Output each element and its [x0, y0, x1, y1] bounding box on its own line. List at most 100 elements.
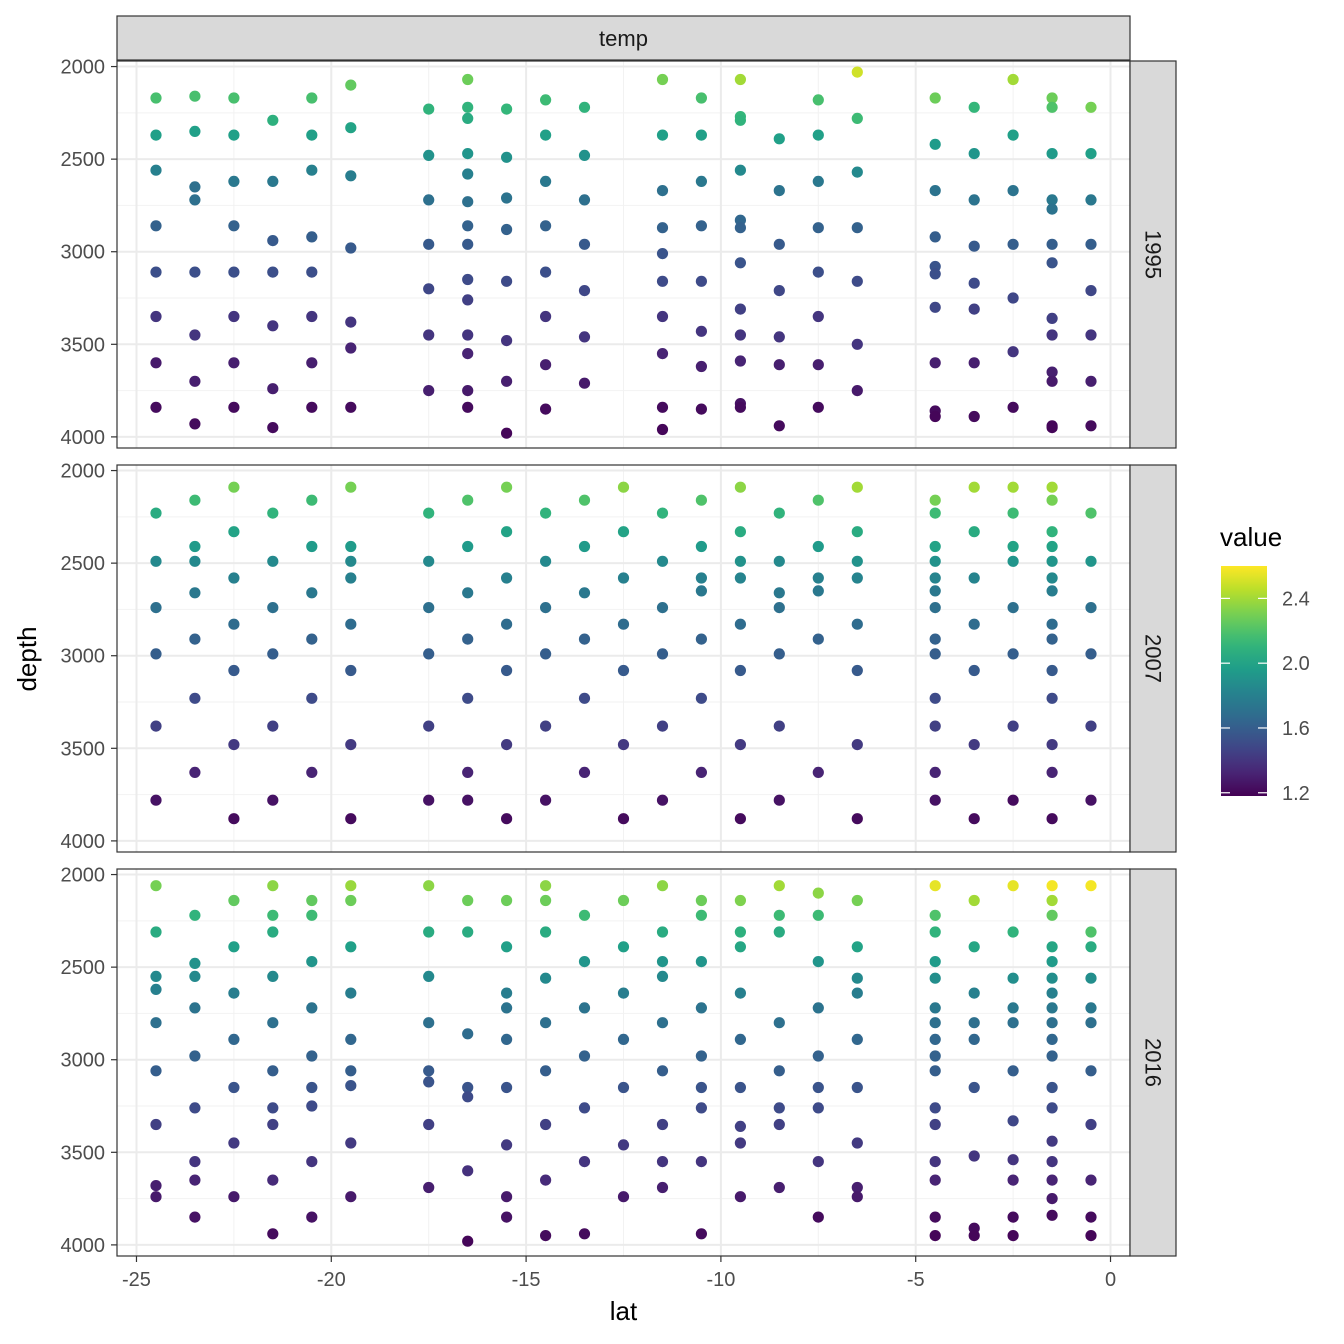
- data-point: [462, 587, 474, 599]
- data-point: [540, 1065, 552, 1077]
- data-point: [812, 1081, 824, 1094]
- panel-1995: 2000 2500 3000 3500 4000 1995: [61, 57, 1177, 449]
- data-point: [306, 633, 318, 645]
- data-point: [150, 602, 162, 614]
- data-point: [1046, 540, 1058, 553]
- data-point: [189, 1156, 201, 1168]
- x-axis: -25 -20 -15 -10 -5 0: [122, 1256, 1116, 1291]
- data-point: [462, 794, 474, 806]
- data-point: [150, 357, 162, 369]
- data-point: [267, 114, 279, 126]
- data-point: [1046, 329, 1058, 341]
- data-point: [540, 310, 552, 323]
- data-point: [345, 941, 357, 953]
- data-point: [695, 403, 708, 415]
- panel-2007: 2000 2500 3000 3500 4000 2007: [61, 461, 1177, 853]
- data-point: [734, 526, 747, 538]
- data-point: [929, 585, 941, 597]
- data-point: [540, 359, 552, 371]
- data-point: [501, 941, 513, 953]
- data-point: [462, 894, 474, 907]
- data-point: [773, 880, 785, 892]
- y-tick-label: 3500: [61, 738, 106, 760]
- data-point: [1085, 1230, 1097, 1242]
- data-point: [851, 1081, 863, 1094]
- data-point: [189, 970, 201, 983]
- data-point: [617, 481, 630, 493]
- data-point: [695, 894, 708, 907]
- data-point: [851, 739, 863, 751]
- data-point: [656, 507, 669, 519]
- data-point: [189, 633, 201, 645]
- data-point: [656, 794, 669, 806]
- data-point: [228, 941, 240, 953]
- x-axis-label: lat: [610, 1296, 638, 1326]
- data-point: [1046, 257, 1058, 269]
- data-point: [1046, 366, 1058, 378]
- data-point: [228, 481, 240, 493]
- data-point: [968, 618, 980, 630]
- data-point: [267, 970, 279, 983]
- data-point: [734, 401, 747, 413]
- data-point: [1046, 1174, 1058, 1186]
- data-point: [267, 720, 279, 732]
- data-point: [929, 1211, 941, 1223]
- data-point: [228, 92, 240, 104]
- data-point: [929, 357, 941, 369]
- data-point: [423, 507, 435, 519]
- data-point: [695, 275, 708, 287]
- data-point: [656, 423, 669, 436]
- data-point: [1046, 312, 1058, 324]
- data-point: [851, 338, 863, 350]
- data-point: [773, 1102, 785, 1114]
- data-point: [968, 1081, 980, 1094]
- data-point: [773, 507, 785, 519]
- data-point: [929, 185, 941, 197]
- data-point: [773, 359, 785, 371]
- data-point: [423, 880, 435, 892]
- data-point: [306, 909, 318, 921]
- data-point: [228, 664, 240, 677]
- data-point: [306, 266, 318, 278]
- data-point: [734, 114, 747, 126]
- data-point: [1085, 420, 1097, 432]
- data-point: [462, 196, 474, 208]
- data-point: [812, 129, 824, 141]
- data-point: [306, 692, 318, 704]
- data-point: [929, 1174, 941, 1186]
- data-point: [1007, 1065, 1019, 1077]
- data-point: [345, 572, 357, 584]
- data-point: [306, 956, 318, 968]
- data-point: [656, 720, 669, 732]
- data-point: [540, 602, 552, 614]
- data-point: [501, 335, 513, 347]
- data-point: [1046, 618, 1058, 630]
- data-point: [929, 1118, 941, 1131]
- data-point: [695, 220, 708, 232]
- data-point: [423, 1076, 435, 1088]
- data-point: [929, 972, 941, 984]
- data-point: [851, 664, 863, 677]
- data-point: [189, 587, 201, 599]
- data-point: [267, 175, 279, 187]
- data-point: [968, 303, 980, 315]
- data-point: [656, 73, 669, 86]
- data-point: [617, 894, 630, 907]
- data-point: [578, 1228, 591, 1240]
- data-point: [617, 572, 630, 584]
- data-point: [423, 602, 435, 614]
- data-point: [462, 540, 474, 553]
- data-point: [851, 222, 863, 234]
- data-point: [1085, 1174, 1097, 1186]
- x-tick-label: -25: [122, 1269, 151, 1291]
- data-point: [1046, 766, 1058, 779]
- data-point: [929, 648, 941, 660]
- data-point: [734, 303, 747, 315]
- data-point: [1085, 555, 1097, 567]
- data-point: [968, 357, 980, 369]
- data-point: [968, 101, 980, 113]
- data-point: [501, 103, 513, 115]
- data-point: [1085, 926, 1097, 938]
- data-point: [656, 1118, 669, 1131]
- data-point: [695, 494, 708, 506]
